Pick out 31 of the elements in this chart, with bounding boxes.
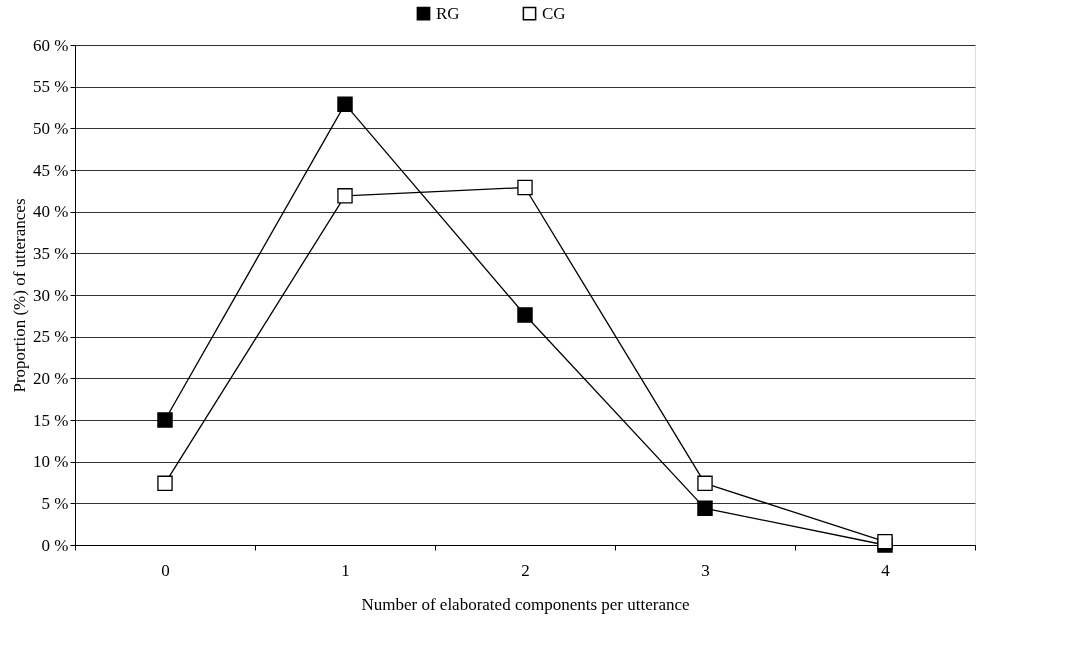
point xyxy=(337,96,353,112)
point xyxy=(697,475,713,492)
y-tick-label: 45 % xyxy=(33,160,69,180)
point xyxy=(337,188,353,204)
y-tick-label: 15 % xyxy=(33,410,69,430)
x-tick-label: 0 xyxy=(161,560,170,580)
legend-label: CG xyxy=(542,3,566,23)
legend-label: RG xyxy=(436,3,460,23)
y-tick-label: 20 % xyxy=(33,368,69,388)
y-tick-label: 55 % xyxy=(33,77,69,97)
y-tick-label: 30 % xyxy=(33,285,69,305)
y-tick-label: 10 % xyxy=(33,452,69,472)
point xyxy=(697,500,713,517)
point xyxy=(157,412,173,428)
x-tick-label: 1 xyxy=(341,560,350,580)
y-tick-label: 60 % xyxy=(33,35,69,55)
x-axis-title: Number of elaborated components per utterance xyxy=(361,594,690,614)
y-tick-label: 35 % xyxy=(33,243,69,263)
x-tick-label: 3 xyxy=(701,560,710,580)
point xyxy=(517,179,533,196)
point xyxy=(877,533,893,550)
y-tick-label: 0 % xyxy=(41,535,69,555)
x-tick-label: 4 xyxy=(881,560,891,580)
y-tick-label: 50 % xyxy=(33,118,69,138)
y-tick-label: 40 % xyxy=(33,202,69,222)
y-tick-label: 25 % xyxy=(33,327,69,347)
y-axis-title: Proportion (%) of utterances xyxy=(10,198,30,393)
x-tick-label: 2 xyxy=(521,560,530,580)
y-tick-label: 5 % xyxy=(41,493,69,513)
point xyxy=(517,307,533,323)
point xyxy=(157,475,173,492)
